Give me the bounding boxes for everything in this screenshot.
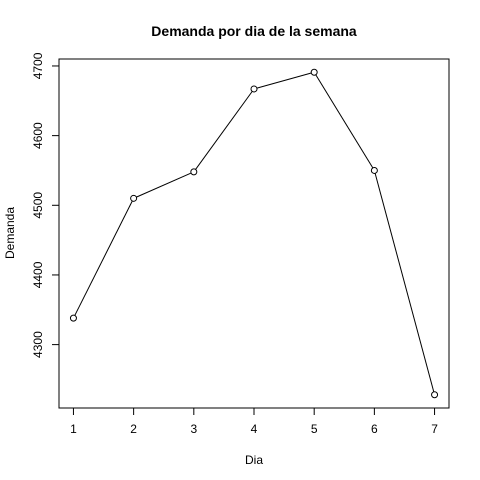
y-tick-label: 4700: [31, 52, 45, 79]
series-line-segment: [136, 172, 192, 198]
x-tick-label: 4: [251, 422, 258, 436]
y-tick-label: 4400: [31, 261, 45, 288]
series-line-segment: [256, 72, 312, 89]
series-line-segment: [74, 200, 133, 316]
x-tick-label: 1: [70, 422, 77, 436]
x-axis: 1 2 3 4 5 6 7: [70, 407, 438, 436]
series-line-segment: [315, 74, 374, 169]
data-point: [69, 314, 77, 322]
y-axis: 4300 4400 4500 4600 4700: [31, 52, 60, 358]
y-tick-label: 4600: [31, 122, 45, 149]
series-line-segment: [195, 91, 253, 170]
x-tick-label: 3: [190, 422, 197, 436]
y-tick-label: 4300: [31, 331, 45, 358]
y-axis-label: Demanda: [3, 207, 17, 259]
series-line-segment: [374, 173, 435, 392]
plot-area-border: [58, 58, 450, 409]
data-point: [130, 194, 138, 202]
data-point: [431, 391, 439, 399]
data-point: [310, 68, 318, 76]
x-tick-label: 6: [371, 422, 378, 436]
y-tick-label: 4500: [31, 192, 45, 219]
data-point: [250, 85, 258, 93]
data-point: [190, 168, 198, 176]
x-tick-label: 5: [311, 422, 318, 436]
x-tick-label: 2: [130, 422, 137, 436]
data-point: [370, 166, 378, 174]
x-axis-label: Dia: [245, 453, 263, 467]
chart-title: Demanda por dia de la semana: [151, 23, 357, 39]
x-tick-label: 7: [431, 422, 438, 436]
series-group: [69, 68, 439, 399]
